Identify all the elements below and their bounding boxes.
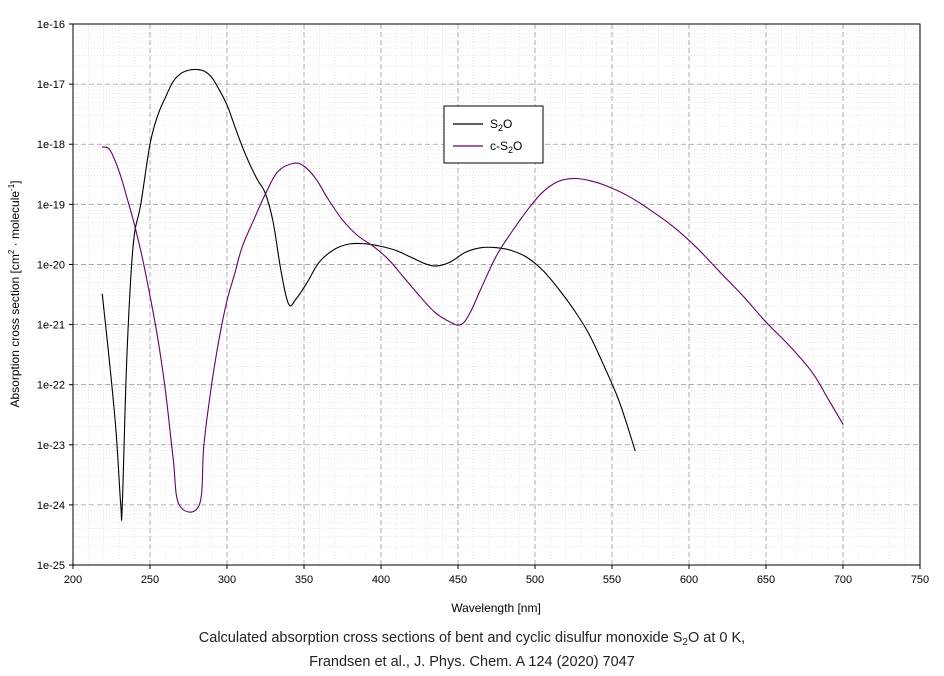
y-tick-label: 1e-20 — [37, 259, 65, 271]
x-tick-label: 200 — [64, 574, 82, 586]
legend-label-c-s2o: c-S2O — [490, 139, 522, 155]
x-tick-label: 450 — [449, 574, 467, 586]
x-tick-label: 600 — [680, 574, 698, 586]
y-tick-label: 1e-21 — [37, 320, 65, 332]
y-tick-label: 1e-24 — [37, 500, 65, 512]
y-tick-label: 1e-19 — [37, 199, 65, 211]
legend-box — [443, 105, 544, 164]
y-tick-label: 1e-17 — [37, 79, 65, 91]
x-tick-label: 650 — [757, 574, 775, 586]
x-axis-ticks: 200 250 300 350 400 450 500 550 600 650 700 750 — [64, 565, 929, 586]
y-axis-title: Absorption cross section [cm2 · molecule… — [7, 180, 22, 407]
x-tick-label: 250 — [141, 574, 159, 586]
y-tick-label: 1e-16 — [37, 19, 65, 31]
series-line-s2o — [101, 68, 636, 521]
x-tick-label: 500 — [526, 574, 544, 586]
caption-line-1: Calculated absorption cross sections of … — [198, 630, 746, 648]
series-layer — [101, 68, 844, 521]
legend-label-s2o: S2O — [490, 117, 512, 133]
legend: S2O c-S2O — [443, 105, 544, 164]
caption-line-2: Frandsen et al., J. Phys. Chem. A 124 (2… — [309, 654, 635, 670]
y-tick-label: 1e-22 — [37, 380, 65, 392]
x-tick-label: 400 — [372, 574, 390, 586]
y-axis-ticks: 1e-25 1e-24 1e-23 1e-22 1e-21 1e-20 1e-19 1e-18… — [37, 19, 73, 572]
series-line-c-s2o — [101, 146, 844, 513]
x-tick-label: 750 — [911, 574, 929, 586]
x-axis-title: Wavelength [nm] — [451, 601, 541, 615]
minor-grid — [73, 24, 920, 565]
y-tick-label: 1e-25 — [37, 560, 65, 572]
x-tick-label: 700 — [834, 574, 852, 586]
plot-frame — [72, 23, 921, 566]
x-tick-label: 300 — [218, 574, 236, 586]
x-tick-label: 350 — [295, 574, 313, 586]
x-tick-label: 550 — [603, 574, 621, 586]
y-tick-label: 1e-23 — [37, 440, 65, 452]
y-tick-label: 1e-18 — [37, 139, 65, 151]
